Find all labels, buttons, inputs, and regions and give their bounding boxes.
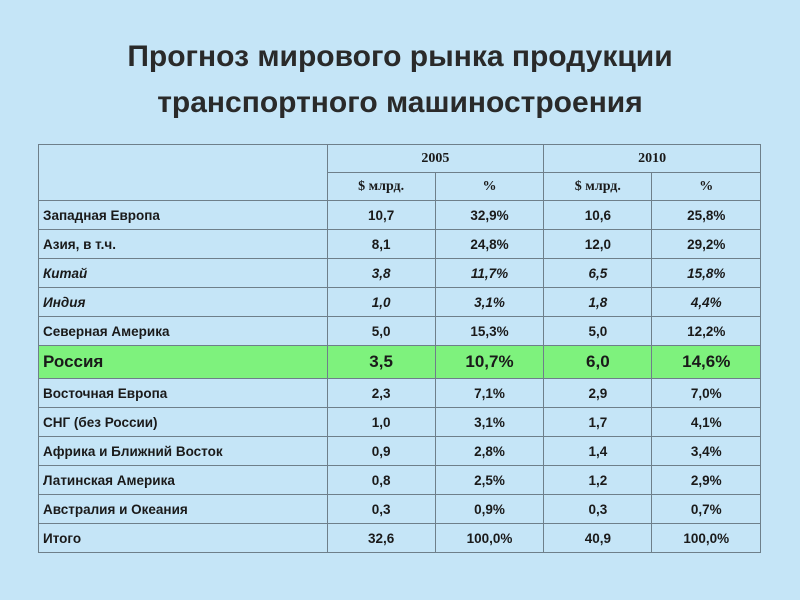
value-cell-usd-2005: 0,3 [326, 494, 436, 524]
value-cell-usd-2005: 1,0 [326, 407, 436, 437]
value-cell-pct-2005: 7,1% [434, 378, 545, 408]
region-name-cell: Северная Америка [38, 316, 328, 346]
value-cell-usd-2010: 2,9 [543, 378, 653, 408]
table-header-years: 2005 2010 [38, 144, 761, 201]
region-name-cell: Латинская Америка [38, 465, 328, 495]
region-name-cell: Австралия и Океания [38, 494, 328, 524]
region-name-cell: Китай [38, 258, 328, 288]
value-cell-pct-2005: 15,3% [434, 316, 545, 346]
value-cell-usd-2005: 0,8 [326, 465, 436, 495]
value-cell-usd-2010: 40,9 [543, 523, 653, 553]
table-row: Северная Америка 5,0 15,3% 5,0 12,2% [38, 316, 761, 346]
value-cell-usd-2005: 5,0 [326, 316, 436, 346]
value-cell-usd-2005: 2,3 [326, 378, 436, 408]
value-cell-usd-2010: 6,5 [543, 258, 653, 288]
value-cell-usd-2010: 1,7 [543, 407, 653, 437]
value-cell-usd-2010: 0,3 [543, 494, 653, 524]
table-row: Азия, в т.ч. 8,1 24,8% 12,0 29,2% [38, 229, 761, 259]
region-name-cell: Восточная Европа [38, 378, 328, 408]
value-cell-usd-2010: 10,6 [543, 200, 653, 230]
value-cell-pct-2005: 11,7% [434, 258, 545, 288]
title-line-2: транспортного машиностроения [157, 86, 643, 119]
table-row: Китай 3,8 11,7% 6,5 15,8% [38, 258, 761, 288]
region-name-cell: Азия, в т.ч. [38, 229, 328, 259]
value-cell-usd-2010: 1,8 [543, 287, 653, 317]
value-cell-pct-2010: 0,7% [651, 494, 761, 524]
value-cell-usd-2005: 32,6 [326, 523, 436, 553]
header-corner-cell [38, 144, 328, 201]
value-cell-pct-2005: 100,0% [434, 523, 545, 553]
value-cell-pct-2005: 32,9% [434, 200, 545, 230]
subheader-pct-2005: % [434, 172, 545, 201]
table-row: Латинская Америка 0,8 2,5% 1,2 2,9% [38, 465, 761, 495]
subheader-pct-2010: % [651, 172, 761, 201]
year-header-2010: 2010 [543, 144, 761, 173]
value-cell-usd-2010: 12,0 [543, 229, 653, 259]
value-cell-usd-2005: 1,0 [326, 287, 436, 317]
value-cell-pct-2005: 3,1% [434, 407, 545, 437]
subheader-usd-2005: $ млрд. [326, 172, 436, 201]
value-cell-usd-2005: 10,7 [326, 200, 436, 230]
value-cell-usd-2005: 8,1 [326, 229, 436, 259]
value-cell-usd-2005: 0,9 [326, 436, 436, 466]
page-title: Прогноз мирового рынка продукции транспо… [0, 34, 800, 126]
value-cell-pct-2005: 3,1% [434, 287, 545, 317]
region-name-cell: Африка и Ближний Восток [38, 436, 328, 466]
value-cell-pct-2010: 14,6% [651, 345, 761, 379]
region-name-cell: Итого [38, 523, 328, 553]
table-row: Африка и Ближний Восток 0,9 2,8% 1,4 3,4% [38, 436, 761, 466]
value-cell-pct-2010: 100,0% [651, 523, 761, 553]
value-cell-usd-2010: 1,4 [543, 436, 653, 466]
region-name-cell: Индия [38, 287, 328, 317]
table-row: Россия 3,5 10,7% 6,0 14,6% [38, 345, 761, 379]
value-cell-pct-2010: 15,8% [651, 258, 761, 288]
value-cell-pct-2005: 2,5% [434, 465, 545, 495]
value-cell-pct-2010: 12,2% [651, 316, 761, 346]
year-header-2005: 2005 [326, 144, 545, 173]
value-cell-pct-2005: 2,8% [434, 436, 545, 466]
table-header-units: $ млрд. % $ млрд. % [39, 172, 761, 201]
value-cell-usd-2010: 1,2 [543, 465, 653, 495]
market-forecast-table: 2005 2010 $ млрд. % $ млрд. % Западная Е… [38, 144, 761, 553]
value-cell-pct-2010: 2,9% [651, 465, 761, 495]
value-cell-pct-2010: 4,4% [651, 287, 761, 317]
value-cell-pct-2010: 25,8% [651, 200, 761, 230]
value-cell-pct-2005: 10,7% [434, 345, 545, 379]
title-line-1: Прогноз мирового рынка продукции [127, 40, 673, 73]
value-cell-pct-2010: 3,4% [651, 436, 761, 466]
value-cell-usd-2010: 5,0 [543, 316, 653, 346]
subheader-usd-2010: $ млрд. [543, 172, 653, 201]
value-cell-pct-2005: 0,9% [434, 494, 545, 524]
value-cell-pct-2010: 4,1% [651, 407, 761, 437]
value-cell-usd-2005: 3,5 [326, 345, 436, 379]
value-cell-usd-2005: 3,8 [326, 258, 436, 288]
value-cell-pct-2010: 29,2% [651, 229, 761, 259]
table-row: Восточная Европа 2,3 7,1% 2,9 7,0% [38, 378, 761, 408]
region-name-cell: Западная Европа [38, 200, 328, 230]
region-name-cell: СНГ (без России) [38, 407, 328, 437]
value-cell-usd-2010: 6,0 [543, 345, 653, 379]
table-row: Индия 1,0 3,1% 1,8 4,4% [38, 287, 761, 317]
table-row: СНГ (без России) 1,0 3,1% 1,7 4,1% [38, 407, 761, 437]
table-row: Австралия и Океания 0,3 0,9% 0,3 0,7% [38, 494, 761, 524]
value-cell-pct-2005: 24,8% [434, 229, 545, 259]
table-body: Западная Европа 10,7 32,9% 10,6 25,8% Азия, в… [38, 200, 761, 553]
region-name-cell: Россия [38, 345, 328, 379]
value-cell-pct-2010: 7,0% [651, 378, 761, 408]
table-row: Итого 32,6 100,0% 40,9 100,0% [38, 523, 761, 553]
table-row: Западная Европа 10,7 32,9% 10,6 25,8% [38, 200, 761, 230]
